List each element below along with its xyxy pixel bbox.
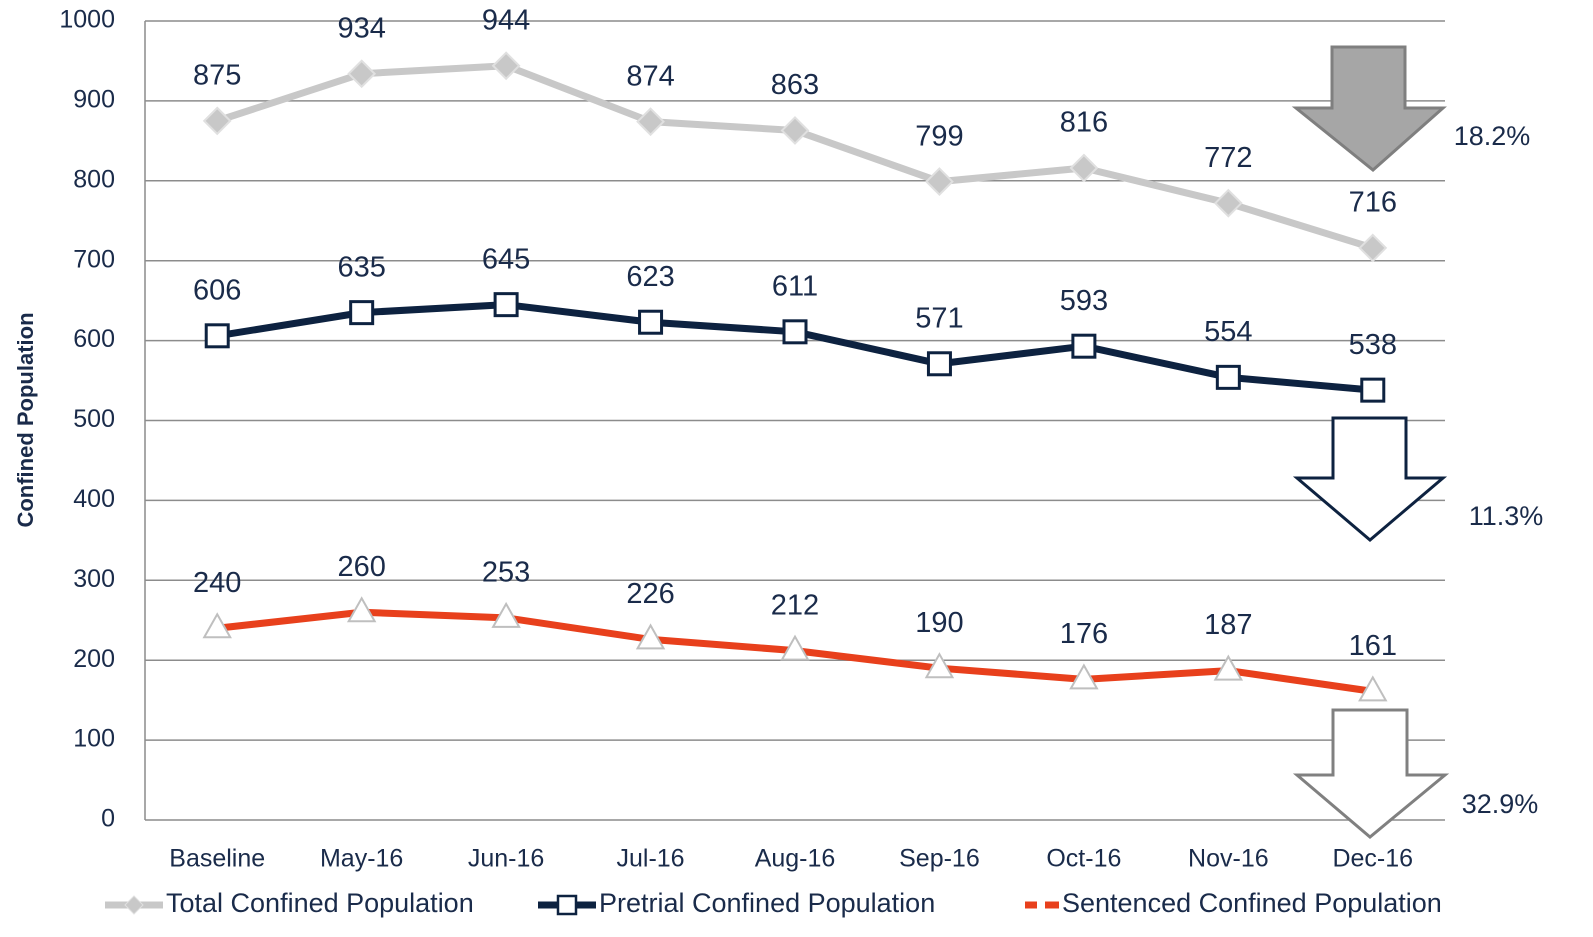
point [1215,364,1241,390]
y-tick-label: 800 [73,165,115,193]
x-tick-label: Aug-16 [755,845,836,873]
y-tick-label: 1000 [59,6,115,34]
data-label: 799 [915,120,963,152]
point [349,300,375,326]
series-line [216,301,1374,394]
data-label: 874 [626,60,674,92]
y-tick-label: 200 [73,645,115,673]
legend-label: Pretrial Confined Population [599,888,935,918]
point [926,351,952,377]
data-label: 635 [337,251,385,283]
legend-marker [556,894,578,916]
point [635,623,666,650]
legend-label: Total Confined Population [166,888,474,918]
annotation: 18.2% [1454,121,1531,151]
data-label: 161 [1349,630,1397,662]
y-axis-label: Confined Population [13,312,38,527]
arrow-sentenced [1292,708,1450,839]
y-tick-label: 400 [73,485,115,513]
point [636,107,665,137]
x-tick-label: Jul-16 [617,845,685,873]
data-label: 934 [337,12,385,44]
point [1358,233,1388,263]
data-label: 606 [193,274,241,306]
x-tick-label: Oct-16 [1046,845,1121,873]
point [347,59,377,89]
x-tick-label: May-16 [320,845,403,873]
point [782,319,808,345]
y-tick-label: 300 [73,565,115,593]
data-label: 863 [771,69,819,101]
point [202,612,232,639]
x-tick-label: Sep-16 [899,845,980,873]
data-label: 226 [626,578,674,610]
point [780,116,810,145]
legend-item: Pretrial Confined Population [538,888,935,918]
data-label: 187 [1204,609,1252,641]
y-tick-label: 100 [73,725,115,753]
point [491,601,521,628]
data-label: 593 [1060,285,1108,317]
data-label: 240 [193,567,241,599]
data-label: 816 [1060,107,1108,139]
y-tick-label: 0 [101,805,115,833]
point [202,106,232,136]
data-label: 875 [193,60,241,92]
data-label: 554 [1204,316,1252,348]
annotation: 32.9% [1462,789,1539,819]
plot-area: 0 100 200 300 400 500 600 700 800 900 1000 Baseline… [59,4,1445,918]
point [1213,188,1243,218]
x-tick-label: Dec-16 [1332,845,1413,873]
x-tick-label: Nov-16 [1188,845,1269,873]
annotation: 11.3% [1469,501,1544,531]
point [638,309,664,335]
data-label: 176 [1060,618,1108,650]
point [925,167,954,197]
data-label: 611 [772,270,818,302]
point [491,51,521,81]
x-tick-label: Jun-16 [468,845,544,873]
point [1358,675,1388,702]
y-tick-label: 900 [73,86,115,114]
legend-marker [124,895,144,915]
point [1071,333,1097,359]
point [780,634,810,661]
arrow-total [1291,45,1447,172]
point [1069,663,1099,690]
data-label: 212 [771,589,819,621]
y-tick-label: 600 [73,325,115,353]
point [493,292,519,318]
point [924,652,955,679]
data-label: 538 [1349,329,1397,361]
legend-item: Sentenced Confined Population [1025,888,1442,918]
y-tick-label: 700 [73,245,115,273]
arrow-pretrial [1292,416,1448,542]
data-label: 772 [1204,142,1252,174]
point [1069,153,1099,183]
data-label: 716 [1349,187,1397,219]
point [346,596,377,623]
point [204,323,230,349]
data-label: 190 [915,607,963,639]
data-label: 253 [482,557,530,589]
legend-item: Total Confined Population [105,888,474,918]
point [1360,377,1386,403]
data-label: 571 [915,302,963,334]
x-tick-label: Baseline [169,845,265,873]
data-label: 645 [482,243,530,275]
data-label: 260 [337,551,385,583]
legend-label: Sentenced Confined Population [1062,888,1442,918]
y-tick-label: 500 [73,405,115,433]
data-label: 623 [626,261,674,293]
point [1213,654,1244,681]
data-label: 944 [482,4,530,36]
